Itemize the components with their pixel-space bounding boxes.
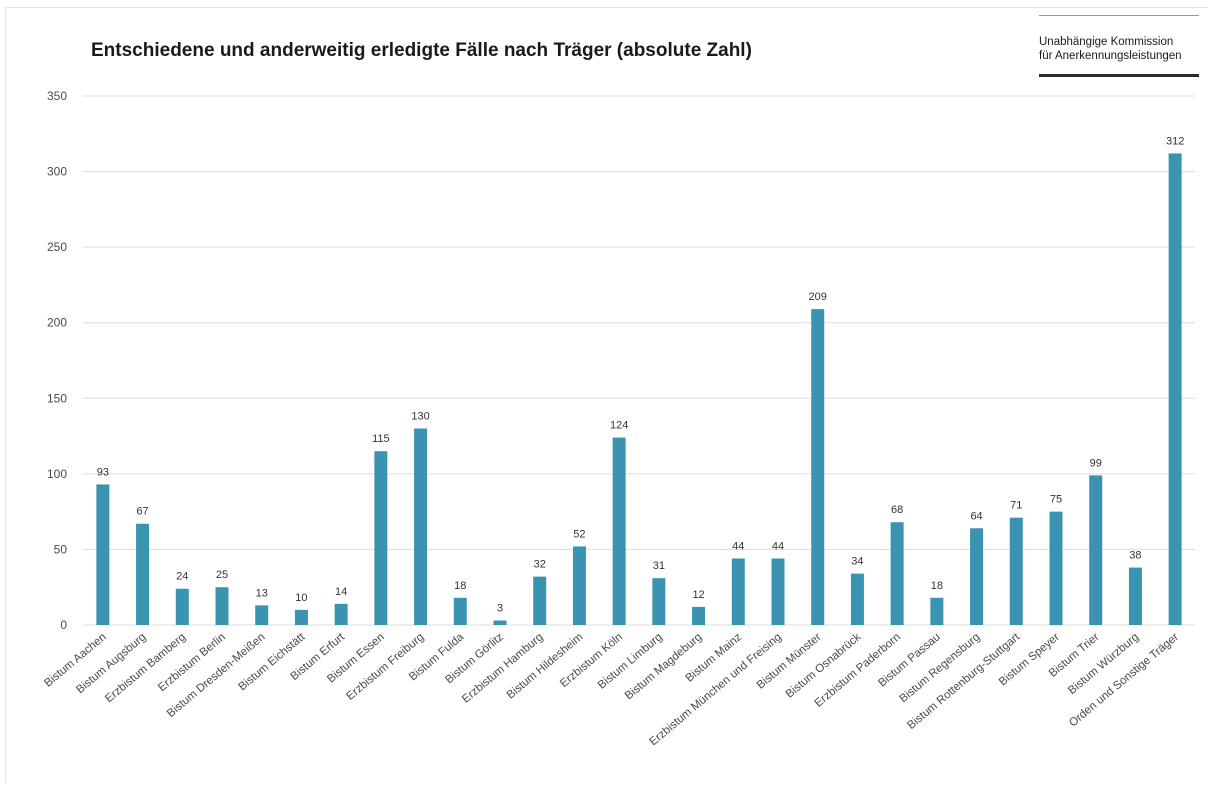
data-label: 31 — [653, 560, 665, 572]
data-label: 71 — [1010, 500, 1022, 512]
data-label: 75 — [1050, 494, 1062, 506]
bar — [374, 451, 388, 625]
y-tick-label: 200 — [47, 316, 67, 330]
bar — [334, 603, 348, 625]
data-label: 12 — [692, 589, 704, 601]
data-label: 10 — [295, 592, 307, 604]
data-label: 93 — [97, 466, 109, 478]
y-tick-label: 50 — [54, 542, 68, 556]
y-tick-label: 100 — [47, 467, 67, 481]
bar — [1009, 517, 1023, 625]
data-label: 64 — [970, 510, 982, 522]
data-label: 209 — [809, 291, 827, 303]
bar — [1168, 153, 1182, 626]
y-tick-label: 300 — [47, 165, 67, 179]
y-tick-label: 0 — [60, 618, 67, 632]
data-label: 24 — [176, 571, 188, 583]
data-label: 32 — [534, 559, 546, 571]
bar — [572, 546, 586, 625]
data-label: 44 — [772, 540, 784, 552]
bar — [970, 528, 984, 625]
bar — [731, 558, 745, 625]
chart-frame — [5, 7, 1208, 783]
data-label: 18 — [454, 580, 466, 592]
bar — [652, 578, 666, 625]
bar — [255, 605, 269, 625]
x-tick-label: Bistum Hildesheim — [505, 631, 586, 701]
data-label: 312 — [1166, 135, 1184, 147]
data-label: 52 — [573, 528, 585, 540]
data-label: 124 — [610, 420, 628, 432]
data-label: 18 — [931, 580, 943, 592]
data-label: 99 — [1090, 457, 1102, 469]
data-label: 3 — [497, 602, 503, 614]
y-tick-label: 350 — [47, 89, 67, 103]
x-tick-label: Bistum Würzburg — [1066, 631, 1141, 697]
x-tick-label: Erzbistum Freiburg — [344, 631, 426, 703]
data-label: 67 — [136, 506, 148, 518]
bar — [294, 609, 308, 625]
brand-top-rule — [1039, 15, 1199, 16]
bar — [692, 606, 706, 625]
bar — [930, 597, 944, 625]
bar — [96, 484, 110, 625]
x-tick-label: Bistum Augsburg — [74, 631, 148, 696]
bar — [453, 597, 467, 625]
bar — [493, 620, 507, 625]
bar — [850, 573, 864, 625]
bar — [811, 309, 825, 625]
brand-bottom-rule — [1039, 74, 1199, 77]
bar — [771, 558, 785, 625]
y-tick-label: 250 — [47, 240, 67, 254]
bar — [215, 587, 229, 625]
data-label: 130 — [411, 411, 429, 423]
chart-title: Entschiedene und anderweitig erledigte F… — [91, 40, 752, 61]
bar — [1128, 567, 1142, 625]
brand-block: Unabhängige Kommission für Anerkennungsl… — [1039, 15, 1199, 77]
bar — [612, 437, 626, 625]
data-label: 38 — [1129, 550, 1141, 562]
bar — [136, 523, 150, 625]
bar — [1089, 475, 1103, 625]
bar — [414, 428, 428, 625]
bar — [1049, 511, 1063, 625]
x-tick-label: Erzbistum Berlin — [156, 631, 228, 694]
x-tick-label: Bistum Eichstätt — [236, 631, 307, 694]
data-label: 25 — [216, 569, 228, 581]
x-tick-label: Bistum Magdeburg — [623, 631, 705, 702]
data-label: 115 — [372, 433, 390, 445]
bar — [533, 576, 547, 625]
data-label: 34 — [851, 556, 863, 568]
brand-line-1: Unabhängige Kommission — [1039, 36, 1174, 48]
data-label: 13 — [256, 587, 268, 599]
data-label: 44 — [732, 540, 744, 552]
y-tick-label: 150 — [47, 391, 67, 405]
brand-line-2: für Anerkennungsleistungen — [1039, 50, 1182, 62]
bar — [175, 588, 189, 625]
bar — [890, 522, 904, 625]
data-label: 14 — [335, 586, 347, 598]
data-label: 68 — [891, 504, 903, 516]
